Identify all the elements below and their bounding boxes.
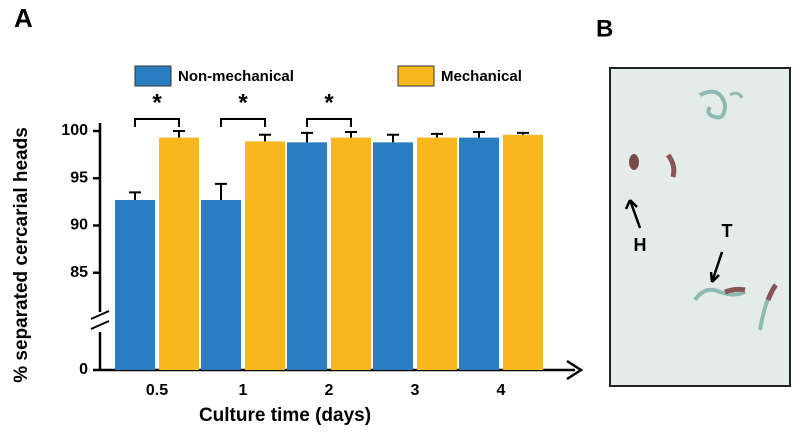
significance-label: * bbox=[238, 89, 248, 116]
x-tick-label: 2 bbox=[325, 382, 334, 399]
error-bar bbox=[517, 131, 529, 135]
significance-bracket bbox=[134, 118, 180, 127]
y-axis-label: % separated cercarial heads bbox=[11, 127, 32, 383]
x-tick-label: 0.5 bbox=[146, 382, 168, 399]
bar bbox=[201, 199, 241, 370]
bar bbox=[417, 137, 457, 370]
significance-label: * bbox=[324, 89, 334, 116]
error-bar bbox=[173, 130, 185, 138]
error-bar bbox=[345, 130, 357, 138]
error-bar bbox=[473, 130, 485, 138]
y-tick-label: 95 bbox=[70, 169, 88, 186]
y-tick-label: 100 bbox=[61, 122, 88, 139]
significance-bracket bbox=[220, 118, 266, 127]
legend-swatch bbox=[397, 65, 435, 87]
error-bar bbox=[215, 182, 227, 200]
x-axis-arrow bbox=[566, 359, 584, 381]
x-tick-label: 3 bbox=[411, 382, 420, 399]
error-bar bbox=[431, 132, 443, 138]
axis-break bbox=[90, 310, 110, 330]
y-tick-label: 0 bbox=[79, 361, 88, 378]
bar bbox=[373, 142, 413, 370]
bar bbox=[287, 142, 327, 370]
error-bar bbox=[301, 131, 313, 143]
error-bar bbox=[387, 133, 399, 143]
significance-bracket bbox=[306, 118, 352, 127]
x-axis-label: Culture time (days) bbox=[199, 405, 371, 426]
image-label: T bbox=[722, 221, 733, 241]
error-bar bbox=[129, 191, 141, 200]
bar bbox=[503, 134, 543, 370]
bar bbox=[331, 137, 371, 370]
bar bbox=[459, 137, 499, 370]
x-tick-label: 4 bbox=[497, 382, 506, 399]
y-tick-label: 90 bbox=[70, 217, 88, 234]
bar bbox=[245, 141, 285, 370]
legend-label: Mechanical bbox=[441, 68, 522, 85]
legend-label: Non-mechanical bbox=[178, 68, 294, 85]
y-tick-label: 85 bbox=[70, 264, 88, 281]
x-tick-label: 1 bbox=[239, 382, 248, 399]
bar bbox=[115, 199, 155, 370]
image-label: H bbox=[634, 235, 647, 255]
legend-swatch bbox=[134, 65, 172, 87]
micrograph: H T bbox=[609, 67, 791, 387]
significance-label: * bbox=[152, 89, 162, 116]
panel-label: B bbox=[596, 15, 613, 42]
panel-label: A bbox=[14, 3, 33, 33]
bar bbox=[159, 137, 199, 370]
error-bar bbox=[259, 133, 271, 142]
